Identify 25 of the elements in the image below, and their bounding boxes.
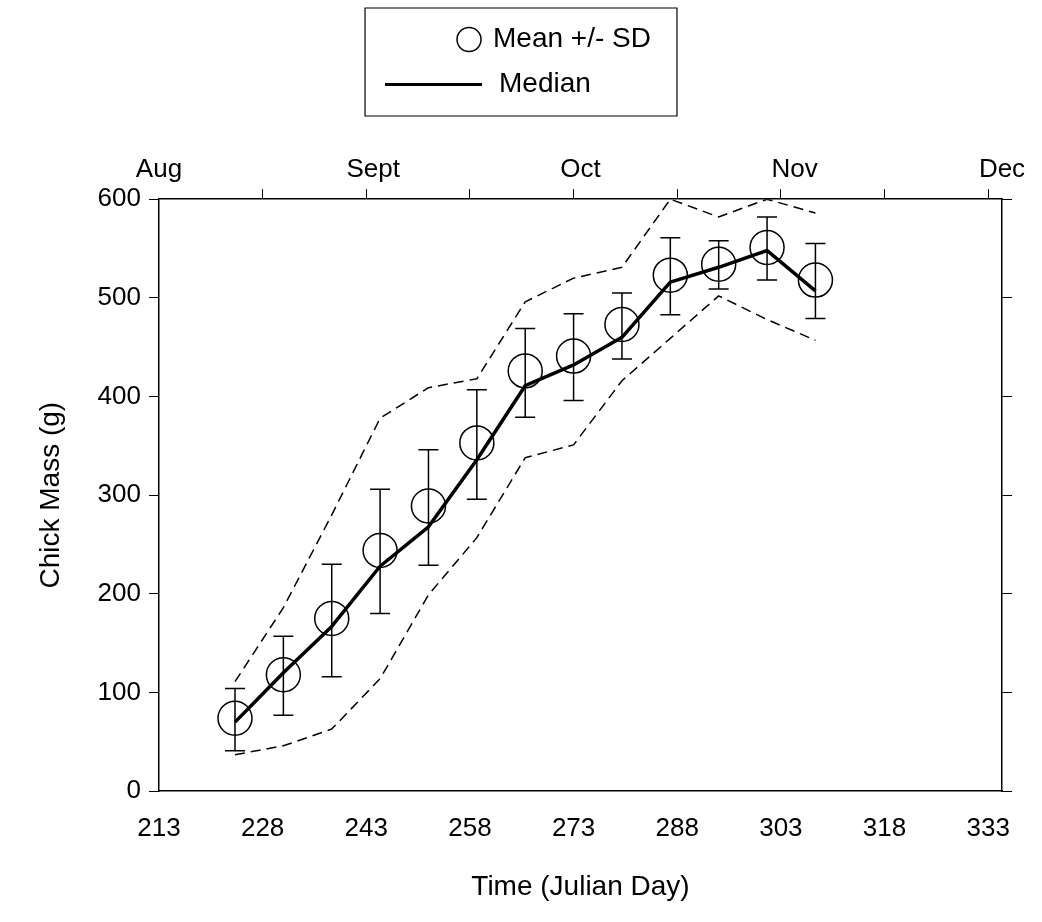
x-axis-title: Time (Julian Day) bbox=[471, 869, 690, 901]
y-tick-label: 500 bbox=[97, 281, 141, 312]
x-tick-label: 258 bbox=[448, 811, 492, 842]
x2-tick-label: Dec bbox=[978, 152, 1026, 183]
x2-tick-label: Sept bbox=[346, 152, 401, 183]
x-tick-label: 273 bbox=[551, 811, 596, 842]
y-tick-label: 300 bbox=[97, 478, 141, 509]
x-tick-label: 303 bbox=[759, 811, 803, 842]
x2-tick-label: Oct bbox=[560, 152, 602, 183]
y-tick-label: 0 bbox=[126, 774, 141, 805]
x-tick-label: 243 bbox=[344, 811, 388, 842]
y-tick-label: 200 bbox=[97, 577, 141, 608]
x-tick-label: 333 bbox=[966, 811, 1010, 842]
legend-label: Mean +/- SD bbox=[493, 22, 651, 54]
y-axis-title: Chick Mass (g) bbox=[33, 401, 65, 589]
x-tick-label: 213 bbox=[137, 811, 181, 842]
y-tick-label: 600 bbox=[97, 182, 141, 213]
x-tick-label: 288 bbox=[655, 811, 699, 842]
x-tick-label: 228 bbox=[240, 811, 285, 842]
x2-tick-label: Nov bbox=[771, 152, 818, 183]
y-tick-label: 400 bbox=[97, 379, 141, 410]
legend-label: Median bbox=[499, 67, 591, 99]
x2-tick-label: Aug bbox=[135, 152, 183, 183]
x-tick-label: 318 bbox=[862, 811, 907, 842]
y-tick-label: 100 bbox=[97, 675, 141, 706]
